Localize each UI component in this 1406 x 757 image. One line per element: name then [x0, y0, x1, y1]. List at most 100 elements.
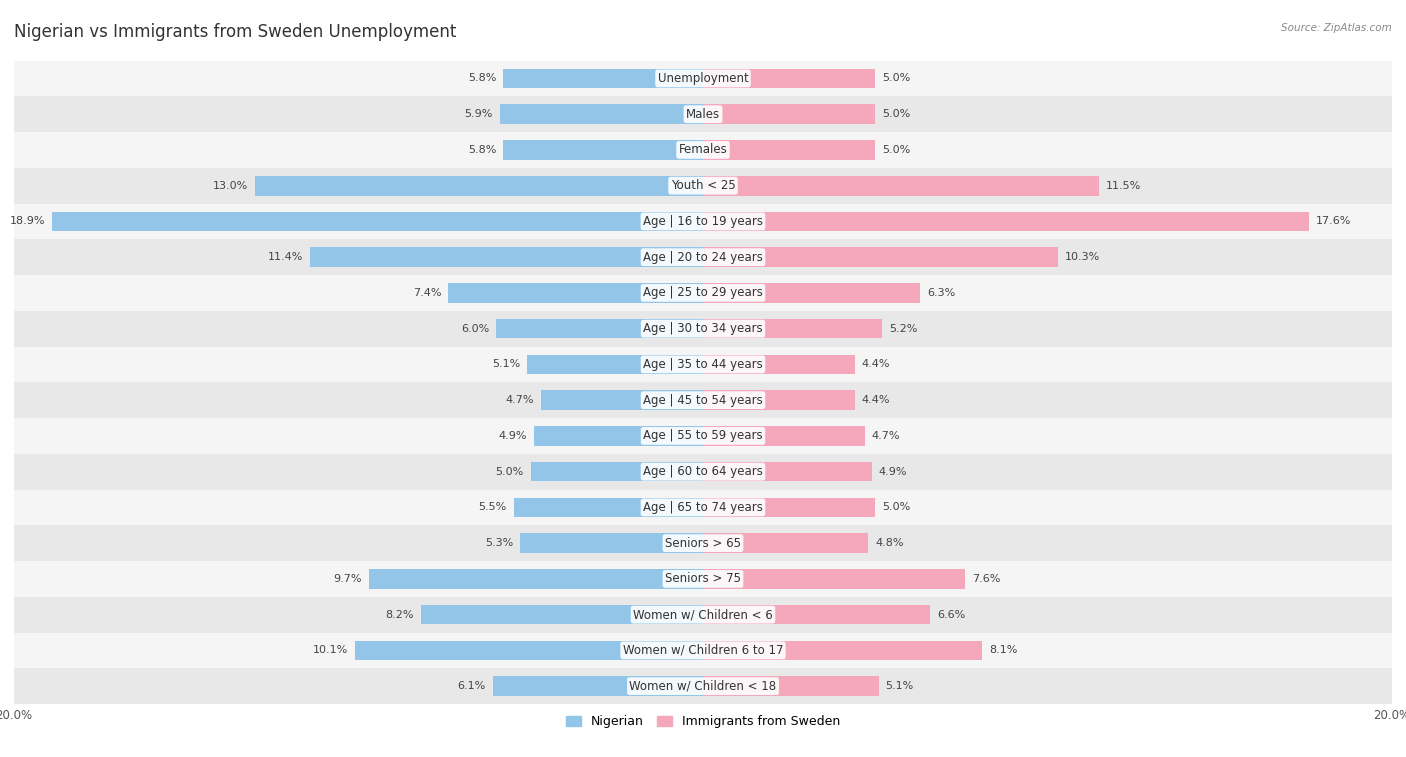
Text: Women w/ Children < 6: Women w/ Children < 6 — [633, 608, 773, 621]
Bar — [14, 382, 1392, 418]
Text: Age | 60 to 64 years: Age | 60 to 64 years — [643, 465, 763, 478]
Text: Women w/ Children 6 to 17: Women w/ Children 6 to 17 — [623, 644, 783, 657]
Bar — [503, 140, 703, 160]
Bar — [541, 391, 703, 410]
Text: Women w/ Children < 18: Women w/ Children < 18 — [630, 680, 776, 693]
Text: Age | 25 to 29 years: Age | 25 to 29 years — [643, 286, 763, 300]
Text: 6.0%: 6.0% — [461, 324, 489, 334]
Bar — [703, 534, 869, 553]
Text: 6.3%: 6.3% — [927, 288, 955, 298]
Bar — [356, 640, 703, 660]
Text: 5.1%: 5.1% — [886, 681, 914, 691]
Text: 8.2%: 8.2% — [385, 609, 413, 620]
Bar — [14, 347, 1392, 382]
Bar — [494, 676, 703, 696]
Bar — [52, 212, 703, 231]
Text: Unemployment: Unemployment — [658, 72, 748, 85]
Text: 5.8%: 5.8% — [468, 145, 496, 155]
Bar — [14, 490, 1392, 525]
Bar — [703, 69, 875, 89]
Bar — [496, 319, 703, 338]
Text: 5.0%: 5.0% — [882, 145, 910, 155]
Bar — [534, 426, 703, 446]
Bar — [14, 275, 1392, 311]
Text: Source: ZipAtlas.com: Source: ZipAtlas.com — [1281, 23, 1392, 33]
Text: 13.0%: 13.0% — [214, 181, 249, 191]
Text: 18.9%: 18.9% — [10, 217, 45, 226]
Bar — [703, 212, 1309, 231]
Text: 5.0%: 5.0% — [882, 73, 910, 83]
Text: 4.7%: 4.7% — [506, 395, 534, 405]
Text: 10.1%: 10.1% — [314, 646, 349, 656]
Text: 5.3%: 5.3% — [485, 538, 513, 548]
Bar — [14, 168, 1392, 204]
Text: 5.9%: 5.9% — [464, 109, 494, 119]
Bar — [311, 248, 703, 267]
Text: 6.1%: 6.1% — [458, 681, 486, 691]
Bar — [14, 311, 1392, 347]
Bar — [703, 104, 875, 124]
Bar — [14, 96, 1392, 132]
Bar — [14, 132, 1392, 168]
Text: 4.8%: 4.8% — [875, 538, 904, 548]
Bar — [703, 176, 1099, 195]
Bar — [520, 534, 703, 553]
Bar — [703, 640, 981, 660]
Text: 10.3%: 10.3% — [1064, 252, 1099, 262]
Text: Age | 55 to 59 years: Age | 55 to 59 years — [643, 429, 763, 442]
Bar — [14, 61, 1392, 96]
Legend: Nigerian, Immigrants from Sweden: Nigerian, Immigrants from Sweden — [561, 710, 845, 733]
Bar — [527, 354, 703, 374]
Text: 5.5%: 5.5% — [478, 503, 506, 512]
Text: Females: Females — [679, 143, 727, 157]
Text: Age | 35 to 44 years: Age | 35 to 44 years — [643, 358, 763, 371]
Bar — [14, 668, 1392, 704]
Text: 7.4%: 7.4% — [413, 288, 441, 298]
Bar — [703, 497, 875, 517]
Text: 5.0%: 5.0% — [496, 466, 524, 477]
Text: 5.0%: 5.0% — [882, 109, 910, 119]
Text: Seniors > 65: Seniors > 65 — [665, 537, 741, 550]
Text: 8.1%: 8.1% — [988, 646, 1018, 656]
Bar — [14, 597, 1392, 633]
Text: 5.1%: 5.1% — [492, 360, 520, 369]
Bar — [14, 633, 1392, 668]
Text: 17.6%: 17.6% — [1316, 217, 1351, 226]
Text: 4.4%: 4.4% — [862, 360, 890, 369]
Text: 4.7%: 4.7% — [872, 431, 900, 441]
Bar — [703, 569, 965, 589]
Bar — [503, 69, 703, 89]
Text: Age | 65 to 74 years: Age | 65 to 74 years — [643, 501, 763, 514]
Bar — [703, 140, 875, 160]
Text: 5.8%: 5.8% — [468, 73, 496, 83]
Bar — [449, 283, 703, 303]
Text: Seniors > 75: Seniors > 75 — [665, 572, 741, 585]
Text: 7.6%: 7.6% — [972, 574, 1000, 584]
Text: 11.5%: 11.5% — [1107, 181, 1142, 191]
Text: 4.9%: 4.9% — [499, 431, 527, 441]
Text: 4.4%: 4.4% — [862, 395, 890, 405]
Text: Age | 16 to 19 years: Age | 16 to 19 years — [643, 215, 763, 228]
Bar — [256, 176, 703, 195]
Text: 11.4%: 11.4% — [269, 252, 304, 262]
Bar — [703, 319, 882, 338]
Bar — [703, 605, 931, 625]
Text: Age | 20 to 24 years: Age | 20 to 24 years — [643, 251, 763, 263]
Text: 5.0%: 5.0% — [882, 503, 910, 512]
Bar — [703, 248, 1057, 267]
Bar — [14, 239, 1392, 275]
Bar — [499, 104, 703, 124]
Bar — [703, 676, 879, 696]
Text: Males: Males — [686, 107, 720, 120]
Text: Age | 30 to 34 years: Age | 30 to 34 years — [643, 322, 763, 335]
Text: 9.7%: 9.7% — [333, 574, 361, 584]
Bar — [513, 497, 703, 517]
Bar — [703, 283, 920, 303]
Bar — [703, 426, 865, 446]
Bar — [420, 605, 703, 625]
Text: 6.6%: 6.6% — [938, 609, 966, 620]
Text: Nigerian vs Immigrants from Sweden Unemployment: Nigerian vs Immigrants from Sweden Unemp… — [14, 23, 457, 41]
Text: Youth < 25: Youth < 25 — [671, 179, 735, 192]
Bar — [14, 418, 1392, 453]
Bar — [703, 462, 872, 481]
